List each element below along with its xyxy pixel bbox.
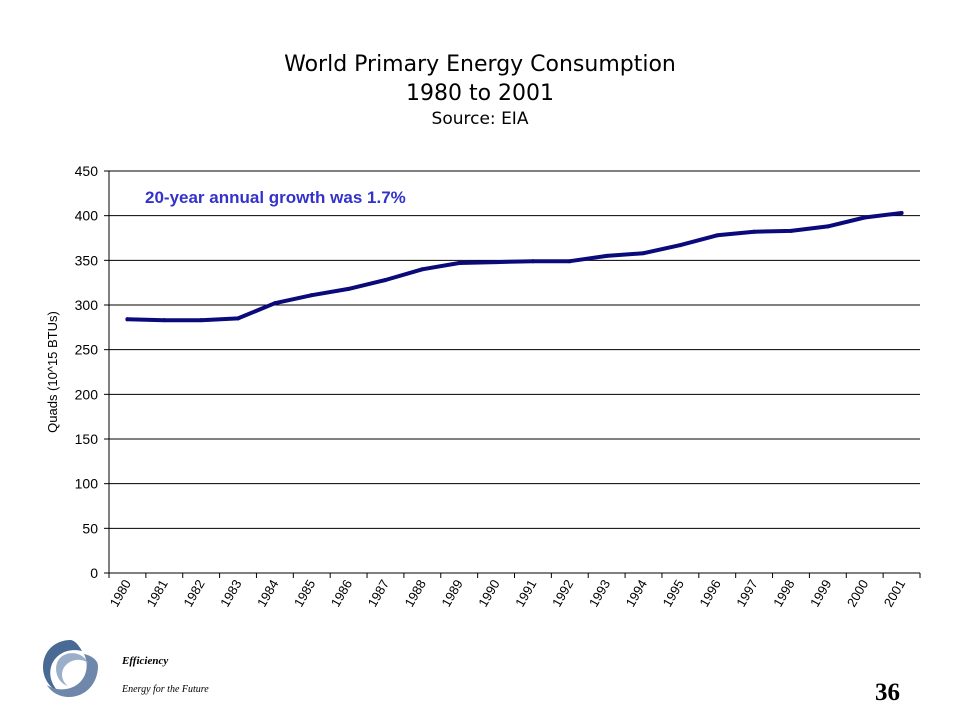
data-point-1994 [641,251,646,256]
y-tick-label-200: 200 [75,386,99,402]
chart-subtitle: 1980 to 2001 [405,81,555,106]
data-point-1983 [236,316,241,321]
series [125,210,904,323]
x-tick-label-1993: 1993 [586,577,613,610]
gridlines [109,170,920,529]
x-tick-label-1990: 1990 [475,577,502,610]
chart-source: Source: EIA [431,109,529,129]
y-tick-label-250: 250 [75,342,99,358]
footer-subtitle: Energy for the Future [122,684,209,695]
x-tick-labels: 1980 1981 1982 1983 1984 1985 1986 1987 1988 1989… [107,577,909,610]
data-point-1980 [125,317,130,322]
footer-tagline: Efficiency [122,655,169,667]
data-point-1989 [457,261,462,266]
y-tick-label-450: 450 [75,163,99,179]
axes [104,170,921,578]
x-tick-label-1992: 1992 [549,577,576,610]
x-tick-label-2000: 2000 [844,577,871,610]
data-point-1999 [825,224,830,229]
x-tick-label-1997: 1997 [733,577,760,610]
data-point-1998 [788,228,793,233]
data-point-1988 [420,267,425,272]
x-tick-label-1999: 1999 [807,577,834,610]
x-tick-label-1996: 1996 [696,577,723,610]
y-tick-label-0: 0 [90,565,98,581]
x-tick-label-1980: 1980 [107,577,134,610]
swirl-logo-icon [43,640,98,697]
data-point-1987 [383,277,388,282]
x-tick-label-1991: 1991 [512,577,539,610]
data-point-1982 [199,318,204,323]
data-point-1990 [494,260,499,265]
x-tick-label-1983: 1983 [217,577,244,610]
y-tick-labels: 0 50 100 150 200 250 300 350 400 450 [75,163,99,581]
line-chart: 0 50 100 150 200 250 300 350 400 450 1980 1981 1982… [45,163,921,610]
title-block: World Primary Energy Consumption 1980 to… [0,50,960,130]
x-tick-label-1985: 1985 [291,577,318,610]
y-axis-label: Quads (10^15 BTUs) [45,311,60,433]
y-tick-label-300: 300 [75,297,99,313]
chart-title: World Primary Energy Consumption [284,52,676,77]
x-tick-label-1995: 1995 [660,577,687,610]
data-point-1993 [604,253,609,258]
data-point-1981 [162,318,167,323]
data-point-2001 [899,210,904,215]
x-tick-label-2001: 2001 [881,577,908,610]
data-point-1991 [530,259,535,264]
data-point-1992 [567,259,572,264]
x-tick-label-1982: 1982 [180,577,207,610]
x-tick-label-1994: 1994 [623,577,650,610]
y-tick-label-350: 350 [75,252,99,268]
data-point-1984 [272,301,277,306]
data-point-1985 [309,293,314,298]
x-tick-label-1984: 1984 [254,577,281,610]
x-tick-label-1998: 1998 [770,577,797,610]
data-point-1996 [715,233,720,238]
x-tick-label-1987: 1987 [365,577,392,610]
y-tick-label-100: 100 [75,476,99,492]
page-number: 36 [875,679,900,706]
growth-annotation: 20-year annual growth was 1.7% [145,188,406,207]
y-tick-label-150: 150 [75,431,99,447]
x-tick-label-1981: 1981 [143,577,170,610]
x-tick-label-1989: 1989 [438,577,465,610]
x-tick-label-1986: 1986 [328,577,355,610]
data-point-1995 [678,243,683,248]
x-tick-label-1988: 1988 [401,577,428,610]
data-point-1986 [346,286,351,291]
y-tick-label-400: 400 [75,208,99,224]
data-point-1997 [752,229,757,234]
y-tick-label-50: 50 [82,520,98,536]
data-point-2000 [862,215,867,220]
series-line-0 [125,211,904,323]
